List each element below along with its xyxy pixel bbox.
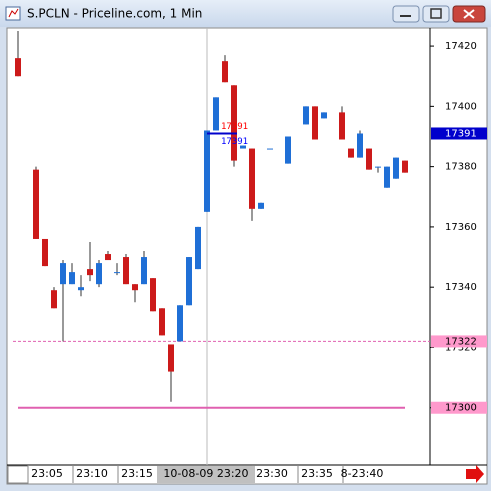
crosshair-label: 10-08-09 23:20 — [163, 467, 248, 480]
marker-label: 17300 — [445, 403, 477, 414]
candle-body — [168, 344, 174, 372]
candle-body — [222, 61, 228, 83]
y-tick-label: 17420 — [445, 41, 477, 52]
y-tick-label: 17340 — [445, 282, 477, 293]
y-tick-label: 17360 — [445, 222, 477, 233]
x-tick-label: 23:10 — [76, 467, 108, 480]
candle-body — [105, 254, 111, 261]
x-tick-label: 23:35 — [301, 467, 333, 480]
candle-body — [141, 257, 147, 285]
plot: 17300 17320 17340 17360 17380 17400 17420 17391… — [13, 28, 487, 483]
candle-body — [249, 148, 255, 209]
candle-body — [78, 287, 84, 291]
candle-body — [393, 157, 399, 179]
marker-box — [431, 401, 487, 414]
crosshair-annotation: 17391 — [221, 137, 248, 147]
candle-body — [51, 290, 57, 309]
minimize-glyph — [400, 15, 411, 17]
scroll-arrow[interactable] — [466, 465, 484, 483]
candle-body — [348, 148, 354, 158]
candle-body — [402, 160, 408, 173]
window-title: S.PCLN - Priceline.com, 1 Min — [27, 7, 202, 21]
candle-body — [258, 202, 264, 209]
candle-body — [375, 166, 381, 168]
candle-body — [33, 169, 39, 239]
candle-body — [339, 112, 345, 140]
marker-label: 17322 — [445, 336, 477, 347]
candle-body — [60, 263, 66, 285]
candle-body — [87, 269, 93, 276]
y-tick-label: 17320 — [445, 342, 477, 353]
candle-body — [132, 284, 138, 291]
marker-box — [431, 127, 487, 140]
maximize-button[interactable] — [422, 5, 450, 23]
candle-body — [42, 238, 48, 267]
candle-body — [384, 166, 390, 188]
candle-body — [204, 130, 210, 212]
x-tick-label: 23:05 — [31, 467, 63, 480]
candle-body — [213, 97, 219, 131]
candle-body — [186, 257, 192, 306]
candle-body — [69, 272, 75, 285]
candle-body — [195, 226, 201, 270]
marker-box — [431, 335, 487, 348]
crosshair-annotation: 17391 — [221, 122, 248, 132]
candle-body — [159, 308, 165, 336]
candle-body — [96, 263, 102, 285]
close-glyph — [463, 9, 475, 19]
candle-body — [123, 257, 129, 285]
candle-body — [303, 106, 309, 125]
candle-body — [285, 136, 291, 164]
x-tick-label: 23:30 — [256, 467, 288, 480]
candle-body — [267, 148, 273, 150]
candle-body — [177, 305, 183, 342]
candle-body — [321, 112, 327, 119]
candle-body — [114, 272, 120, 274]
maximize-glyph — [430, 8, 442, 19]
y-tick-label: 17380 — [445, 162, 477, 173]
x-tick-label: 8-23:40 — [341, 467, 384, 480]
candle-body — [150, 278, 156, 312]
crosshair-label-box — [157, 466, 255, 483]
corner-box — [7, 465, 29, 484]
marker-label: 17391 — [445, 128, 477, 139]
candle-body — [312, 106, 318, 140]
candle-body — [366, 148, 372, 170]
candle-body — [15, 58, 21, 77]
candle-body — [240, 145, 246, 149]
candle-body — [231, 85, 237, 161]
candle-body — [357, 133, 363, 158]
y-tick-label: 17400 — [445, 101, 477, 112]
window-icon-glyph — [8, 8, 19, 18]
x-tick-label: 23:15 — [121, 467, 153, 480]
chart-frame — [6, 27, 488, 485]
minimize-button[interactable] — [392, 5, 420, 23]
